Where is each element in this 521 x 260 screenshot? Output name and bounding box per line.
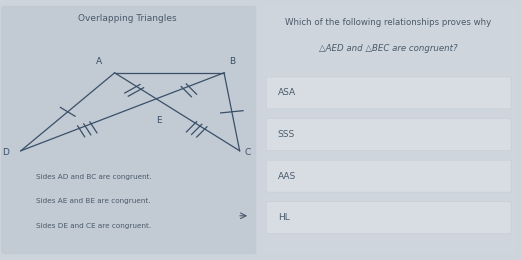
Text: SSS: SSS <box>278 130 295 139</box>
Text: B: B <box>229 57 235 66</box>
FancyBboxPatch shape <box>1 6 257 254</box>
Text: AAS: AAS <box>278 172 296 181</box>
Text: ASA: ASA <box>278 88 296 98</box>
FancyBboxPatch shape <box>266 119 511 151</box>
Text: Overlapping Triangles: Overlapping Triangles <box>78 14 177 23</box>
Text: Sides AD and BC are congruent.: Sides AD and BC are congruent. <box>36 174 152 180</box>
Text: D: D <box>2 148 9 157</box>
Text: Sides DE and CE are congruent.: Sides DE and CE are congruent. <box>36 223 152 229</box>
Text: C: C <box>244 148 251 157</box>
Text: Sides AE and BE are congruent.: Sides AE and BE are congruent. <box>36 198 151 205</box>
Text: Which of the following relationships proves why: Which of the following relationships pro… <box>285 18 491 27</box>
Text: E: E <box>156 116 162 125</box>
FancyBboxPatch shape <box>256 6 519 254</box>
FancyBboxPatch shape <box>266 77 511 109</box>
FancyBboxPatch shape <box>266 160 511 192</box>
Text: HL: HL <box>278 213 290 222</box>
FancyBboxPatch shape <box>266 202 511 234</box>
Text: A: A <box>96 57 102 66</box>
Text: △AED and △BEC are congruent?: △AED and △BEC are congruent? <box>319 44 457 53</box>
